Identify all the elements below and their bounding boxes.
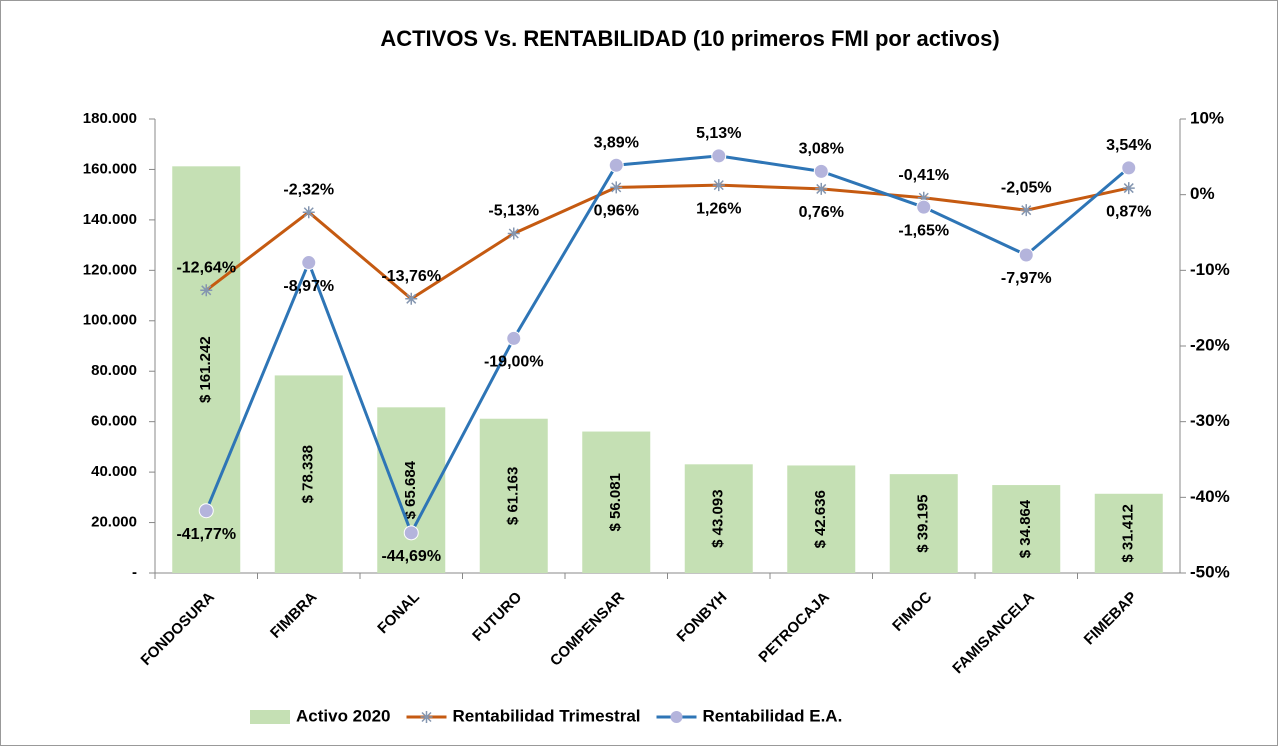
line-marker bbox=[198, 503, 214, 519]
line-marker bbox=[711, 148, 727, 164]
y2-tick-label: -10% bbox=[1190, 260, 1230, 279]
data-label: -8,97% bbox=[283, 278, 334, 295]
data-label: 3,54% bbox=[1106, 137, 1151, 154]
data-label: -0,41% bbox=[898, 167, 949, 184]
y2-tick-label: -30% bbox=[1190, 411, 1230, 430]
data-label: -44,69% bbox=[381, 548, 441, 565]
y2-tick-label: -40% bbox=[1190, 487, 1230, 506]
line-marker bbox=[608, 157, 624, 173]
bar bbox=[274, 375, 343, 573]
data-label: -41,77% bbox=[176, 526, 236, 543]
data-label: 0,96% bbox=[594, 203, 639, 220]
y-tick-label: 40.000 bbox=[91, 463, 137, 480]
data-label: -5,13% bbox=[488, 203, 539, 220]
line-marker bbox=[916, 199, 932, 215]
legend-marker bbox=[670, 711, 683, 723]
y2-tick-label: 0% bbox=[1190, 184, 1215, 203]
legend-marker bbox=[420, 711, 433, 723]
legend-label: Activo 2020 bbox=[296, 706, 391, 725]
bar-label: $ 161.242 bbox=[197, 336, 214, 403]
bar bbox=[1094, 493, 1163, 573]
y-tick-label: 140.000 bbox=[83, 211, 137, 228]
bar bbox=[992, 485, 1061, 573]
y2-tick-label: -50% bbox=[1190, 562, 1230, 581]
bar-label: $ 31.412 bbox=[1120, 504, 1137, 562]
bar bbox=[787, 465, 856, 573]
chart-title: ACTIVOS Vs. RENTABILIDAD (10 primeros FM… bbox=[380, 26, 999, 51]
line-marker bbox=[1020, 204, 1033, 217]
data-label: -2,05% bbox=[1001, 179, 1052, 196]
y-tick-label: 180.000 bbox=[83, 110, 137, 127]
bar-label: $ 42.636 bbox=[812, 490, 829, 548]
legend-item: Rentabilidad E.A. bbox=[656, 706, 843, 725]
bar bbox=[582, 431, 651, 573]
data-label: 5,13% bbox=[696, 125, 741, 142]
line-marker bbox=[405, 292, 418, 305]
line-marker bbox=[403, 525, 419, 541]
legend-label: Rentabilidad Trimestral bbox=[453, 706, 641, 725]
data-label: 3,89% bbox=[594, 134, 639, 151]
data-label: -7,97% bbox=[1001, 270, 1052, 287]
line-series bbox=[205, 183, 1130, 301]
legend-item: Rentabilidad Trimestral bbox=[406, 706, 641, 725]
y-tick-label: 20.000 bbox=[91, 514, 137, 531]
line-marker bbox=[1018, 247, 1034, 263]
line-marker bbox=[610, 181, 623, 194]
line-marker bbox=[301, 255, 317, 271]
bar bbox=[684, 464, 753, 573]
line-marker bbox=[200, 284, 213, 297]
y-tick-label: 80.000 bbox=[91, 362, 137, 379]
data-label: -2,32% bbox=[283, 181, 334, 198]
bar-label: $ 61.163 bbox=[505, 467, 522, 525]
bar bbox=[479, 418, 548, 573]
y2-tick-label: -20% bbox=[1190, 335, 1230, 354]
bar-label: $ 65.684 bbox=[402, 460, 419, 519]
line-marker bbox=[302, 206, 315, 219]
y-tick-label: 120.000 bbox=[83, 261, 137, 278]
y-tick-label: 100.000 bbox=[83, 312, 137, 329]
line-series bbox=[204, 154, 1130, 537]
data-label: -19,00% bbox=[484, 354, 544, 371]
y-tick-label: 60.000 bbox=[91, 413, 137, 430]
data-label: 0,87% bbox=[1106, 203, 1151, 220]
legend-swatch bbox=[250, 710, 290, 724]
line-marker bbox=[1122, 182, 1135, 195]
bar-label: $ 34.864 bbox=[1017, 499, 1034, 558]
bar-label: $ 56.081 bbox=[607, 473, 624, 531]
line-marker bbox=[815, 182, 828, 195]
data-label: 1,26% bbox=[696, 200, 741, 217]
line-marker bbox=[712, 179, 725, 192]
data-label: 3,08% bbox=[799, 141, 844, 158]
bar-label: $ 39.195 bbox=[915, 494, 932, 552]
line-marker bbox=[507, 227, 520, 240]
data-label: -1,65% bbox=[898, 222, 949, 239]
line-marker bbox=[813, 163, 829, 179]
data-label: 0,76% bbox=[799, 204, 844, 221]
bar-label: $ 43.093 bbox=[710, 489, 727, 547]
line-marker bbox=[917, 191, 930, 204]
y-tick-label: 160.000 bbox=[83, 160, 137, 177]
data-label: -13,76% bbox=[381, 268, 441, 285]
legend-item: Activo 2020 bbox=[250, 706, 391, 725]
bar-label: $ 78.338 bbox=[300, 445, 317, 503]
y2-tick-label: 10% bbox=[1190, 108, 1224, 127]
legend-label: Rentabilidad E.A. bbox=[703, 706, 843, 725]
y-tick-label: - bbox=[132, 564, 137, 581]
line-marker bbox=[1121, 160, 1137, 176]
bar bbox=[889, 474, 958, 573]
line-marker bbox=[506, 330, 522, 346]
data-label: -12,64% bbox=[176, 260, 236, 277]
